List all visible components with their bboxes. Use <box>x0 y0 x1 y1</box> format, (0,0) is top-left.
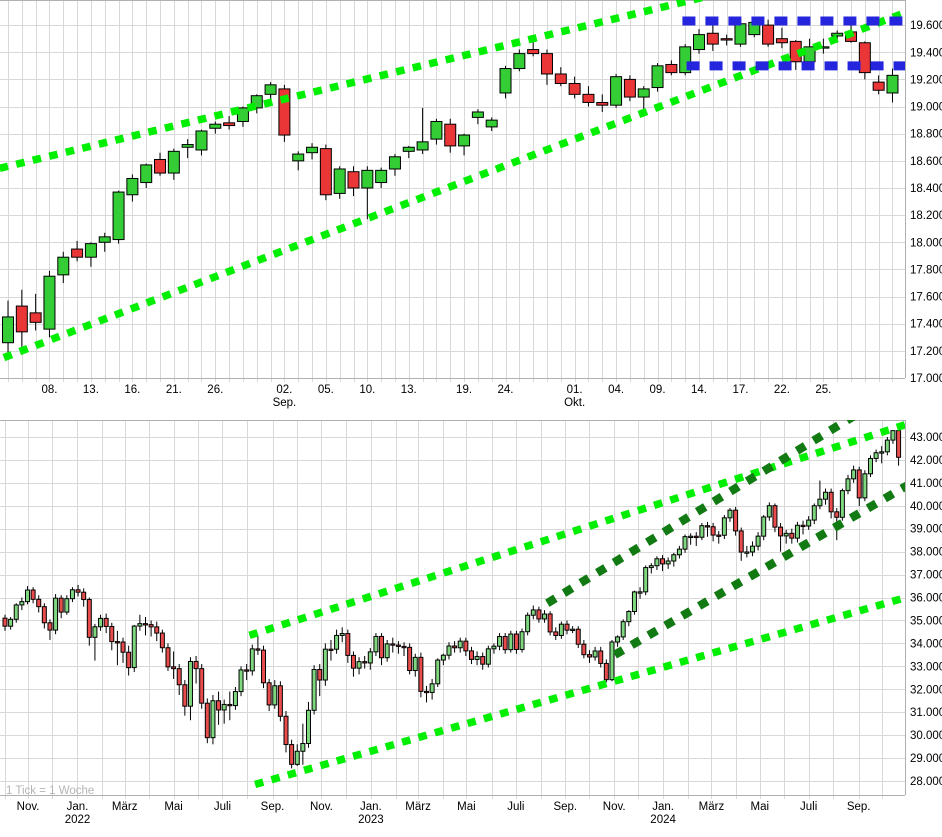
svg-text:Okt.: Okt. <box>564 397 585 409</box>
svg-text:01.: 01. <box>567 384 583 396</box>
svg-text:18.800: 18.800 <box>910 129 942 141</box>
svg-text:Sep.: Sep. <box>273 397 297 409</box>
svg-text:30.000: 30.000 <box>910 730 942 742</box>
svg-text:18.000: 18.000 <box>910 237 942 249</box>
svg-text:35.000: 35.000 <box>910 615 942 627</box>
svg-text:19.400: 19.400 <box>910 47 942 59</box>
svg-text:19.000: 19.000 <box>910 102 942 114</box>
svg-text:09.: 09. <box>650 384 666 396</box>
svg-text:02.: 02. <box>276 384 292 396</box>
svg-text:Nov.: Nov. <box>17 801 40 813</box>
trendlines-layer <box>248 420 905 789</box>
svg-text:13.: 13. <box>83 384 99 396</box>
svg-text:17.600: 17.600 <box>910 292 942 304</box>
svg-text:40.000: 40.000 <box>910 501 942 513</box>
svg-text:22.: 22. <box>774 384 790 396</box>
svg-text:17.200: 17.200 <box>910 346 942 358</box>
svg-text:Mai: Mai <box>457 801 476 813</box>
svg-text:14.: 14. <box>691 384 707 396</box>
svg-text:17.000: 17.000 <box>910 373 942 385</box>
svg-text:42.000: 42.000 <box>910 455 942 467</box>
grid-layer <box>0 420 905 799</box>
svg-text:34.000: 34.000 <box>910 638 942 650</box>
svg-text:19.: 19. <box>456 384 472 396</box>
svg-text:Jan.: Jan. <box>652 801 674 813</box>
svg-text:16.: 16. <box>124 384 140 396</box>
svg-text:Sep.: Sep. <box>553 801 577 813</box>
svg-text:18.600: 18.600 <box>910 156 942 168</box>
svg-text:Juli: Juli <box>800 801 817 813</box>
svg-text:2023: 2023 <box>358 814 384 826</box>
svg-text:26.: 26. <box>207 384 223 396</box>
svg-text:39.000: 39.000 <box>910 524 942 536</box>
svg-text:43.000: 43.000 <box>910 432 942 444</box>
svg-text:Sep.: Sep. <box>261 801 285 813</box>
svg-text:18.400: 18.400 <box>910 183 942 195</box>
svg-text:05.: 05. <box>318 384 334 396</box>
candlestick-series <box>2 428 902 769</box>
svg-text:36.000: 36.000 <box>910 593 942 605</box>
svg-text:Juli: Juli <box>507 801 524 813</box>
svg-text:13.: 13. <box>401 384 417 396</box>
axis-labels: 17.000 17.200 17.400 17.600 17.800 18.000 18.2… <box>41 20 942 409</box>
svg-text:32.000: 32.000 <box>910 684 942 696</box>
svg-text:37.000: 37.000 <box>910 570 942 582</box>
svg-text:25.: 25. <box>815 384 831 396</box>
svg-text:29.000: 29.000 <box>910 753 942 765</box>
daily-candlestick-chart: 17.000 17.200 17.400 17.600 17.800 18.000 18.2… <box>0 0 942 409</box>
tick-interval-note: 1 Tick = 1 Woche <box>6 785 95 797</box>
svg-text:19.600: 19.600 <box>910 20 942 32</box>
svg-text:Nov.: Nov. <box>603 801 626 813</box>
svg-text:17.400: 17.400 <box>910 319 942 331</box>
svg-text:17.800: 17.800 <box>910 264 942 276</box>
svg-text:März: März <box>112 801 138 813</box>
trendlines-layer <box>0 0 905 362</box>
svg-text:März: März <box>699 801 725 813</box>
svg-text:10.: 10. <box>359 384 375 396</box>
svg-text:Nov.: Nov. <box>310 801 333 813</box>
axis-labels: 28.000 29.000 30.000 31.000 32.000 33.000 34.0… <box>17 432 942 826</box>
svg-text:33.000: 33.000 <box>910 661 942 673</box>
svg-text:März: März <box>405 801 431 813</box>
svg-text:Mai: Mai <box>164 801 183 813</box>
svg-text:21.: 21. <box>166 384 182 396</box>
plot-border <box>0 0 906 379</box>
svg-text:38.000: 38.000 <box>910 547 942 559</box>
svg-text:08.: 08. <box>41 384 57 396</box>
svg-text:Jan.: Jan. <box>67 801 89 813</box>
svg-text:31.000: 31.000 <box>910 707 942 719</box>
svg-text:19.200: 19.200 <box>910 74 942 86</box>
svg-text:Jan.: Jan. <box>360 801 382 813</box>
svg-text:Mai: Mai <box>751 801 770 813</box>
weekly-candlestick-chart: 28.000 29.000 30.000 31.000 32.000 33.000 34.0… <box>0 420 942 826</box>
svg-text:2024: 2024 <box>650 814 676 826</box>
svg-text:18.200: 18.200 <box>910 210 942 222</box>
svg-text:41.000: 41.000 <box>910 478 942 490</box>
svg-text:17.: 17. <box>732 384 748 396</box>
svg-text:04.: 04. <box>608 384 624 396</box>
svg-text:24.: 24. <box>498 384 514 396</box>
svg-text:Sep.: Sep. <box>847 801 871 813</box>
plot-border <box>0 420 906 796</box>
svg-text:2022: 2022 <box>65 814 91 826</box>
svg-text:Juli: Juli <box>214 801 231 813</box>
svg-text:28.000: 28.000 <box>910 776 942 788</box>
